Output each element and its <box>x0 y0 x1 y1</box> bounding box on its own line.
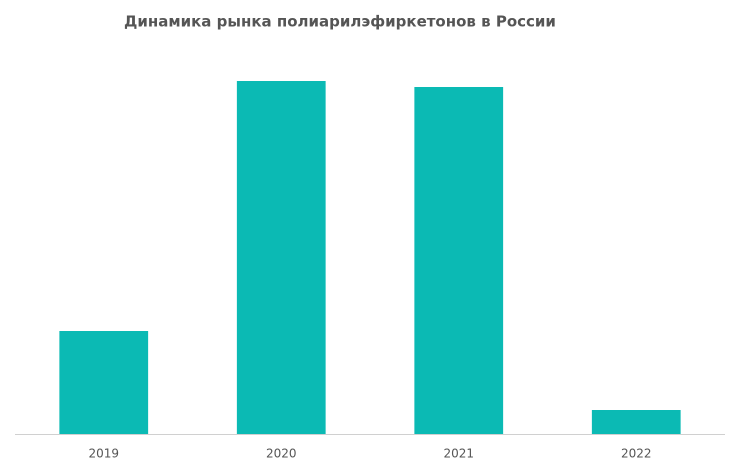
chart-title: Динамика рынка полиарилэфиркетонов в Рос… <box>124 13 556 31</box>
x-tick-label: 2019 <box>88 447 119 461</box>
bar <box>591 410 681 434</box>
x-tick-label: 2021 <box>443 447 474 461</box>
x-tick-label: 2020 <box>266 447 297 461</box>
bar <box>59 331 149 434</box>
x-tick-label: 2022 <box>621 447 652 461</box>
bar <box>236 81 326 434</box>
bar <box>414 87 504 434</box>
